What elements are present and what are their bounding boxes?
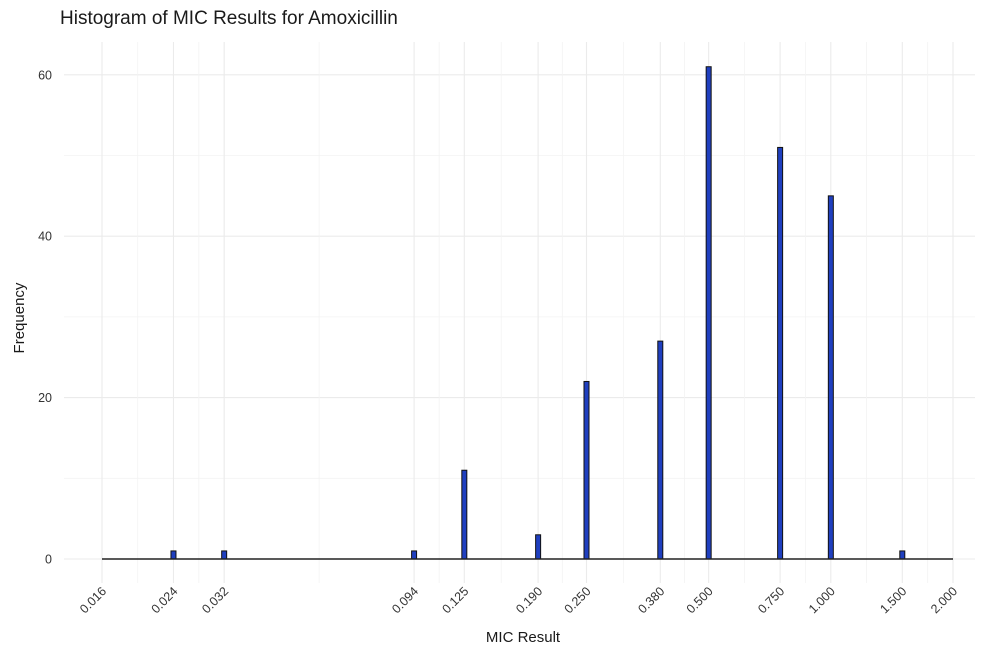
y-tick-label: 60 [38,68,52,82]
histogram-bar [535,534,542,560]
x-tick-label: 1.000 [806,584,838,616]
histogram-bar [827,195,834,560]
histogram-bar [899,550,906,560]
x-tick-label: 0.250 [562,584,594,616]
y-tick-label: 20 [38,391,52,405]
x-tick-label: 0.024 [149,584,181,616]
x-tick-label: 2.000 [928,584,960,616]
grid-layer [64,42,975,583]
histogram-bar [777,146,784,560]
y-tick-label: 0 [45,553,52,567]
histogram-bar [583,380,590,560]
histogram-bar [170,550,177,560]
x-tick-label: 0.016 [77,584,109,616]
y-tick-labels: 0 20 40 60 [38,68,52,566]
y-axis-title: Frequency [11,282,28,353]
x-tick-label: 0.094 [389,584,421,616]
x-tick-labels: 0.016 0.024 0.032 0.094 0.125 0.190 0.250 0.380… [77,584,960,616]
histogram-bar [221,550,228,560]
x-tick-label: 0.190 [513,584,545,616]
x-tick-label: 0.032 [199,584,231,616]
x-tick-label: 0.750 [755,584,787,616]
histogram-bar [657,340,664,560]
y-tick-label: 40 [38,230,52,244]
histogram-bar [705,66,712,560]
x-tick-label: 0.125 [439,584,471,616]
histogram-bar [411,550,418,560]
x-tick-label: 1.500 [877,584,909,616]
histogram-bar [461,469,468,560]
x-tick-label: 0.500 [684,584,716,616]
x-axis-title: MIC Result [486,629,561,646]
chart-title: Histogram of MIC Results for Amoxicillin [60,8,398,29]
x-tick-label: 0.380 [635,584,667,616]
